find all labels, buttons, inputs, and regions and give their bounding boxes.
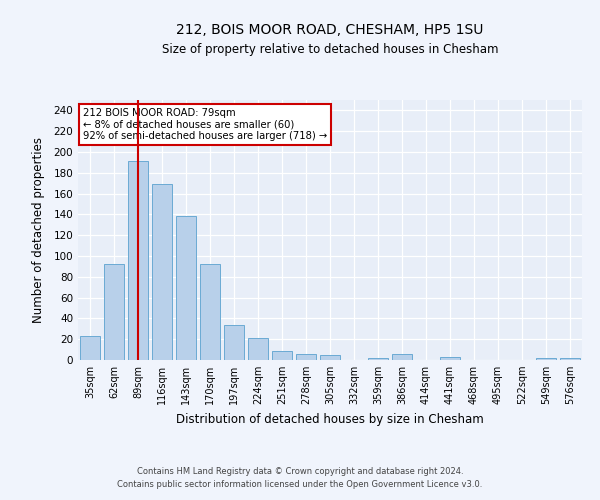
Text: 212 BOIS MOOR ROAD: 79sqm
← 8% of detached houses are smaller (60)
92% of semi-d: 212 BOIS MOOR ROAD: 79sqm ← 8% of detach… xyxy=(83,108,327,141)
Bar xyxy=(536,358,556,360)
Bar xyxy=(560,358,580,360)
Bar xyxy=(128,162,148,360)
Text: Contains public sector information licensed under the Open Government Licence v3: Contains public sector information licen… xyxy=(118,480,482,489)
Bar xyxy=(392,354,412,360)
Bar xyxy=(224,324,244,360)
Bar xyxy=(440,357,460,360)
Bar xyxy=(152,184,172,360)
Bar xyxy=(296,354,316,360)
Bar xyxy=(200,264,220,360)
Bar xyxy=(80,336,100,360)
Bar xyxy=(248,338,268,360)
Bar xyxy=(104,264,124,360)
Text: Contains HM Land Registry data © Crown copyright and database right 2024.: Contains HM Land Registry data © Crown c… xyxy=(137,467,463,476)
Bar xyxy=(320,355,340,360)
Bar xyxy=(368,358,388,360)
X-axis label: Distribution of detached houses by size in Chesham: Distribution of detached houses by size … xyxy=(176,412,484,426)
Bar xyxy=(272,350,292,360)
Bar xyxy=(176,216,196,360)
Text: Size of property relative to detached houses in Chesham: Size of property relative to detached ho… xyxy=(162,42,498,56)
Text: 212, BOIS MOOR ROAD, CHESHAM, HP5 1SU: 212, BOIS MOOR ROAD, CHESHAM, HP5 1SU xyxy=(176,22,484,36)
Y-axis label: Number of detached properties: Number of detached properties xyxy=(32,137,45,323)
